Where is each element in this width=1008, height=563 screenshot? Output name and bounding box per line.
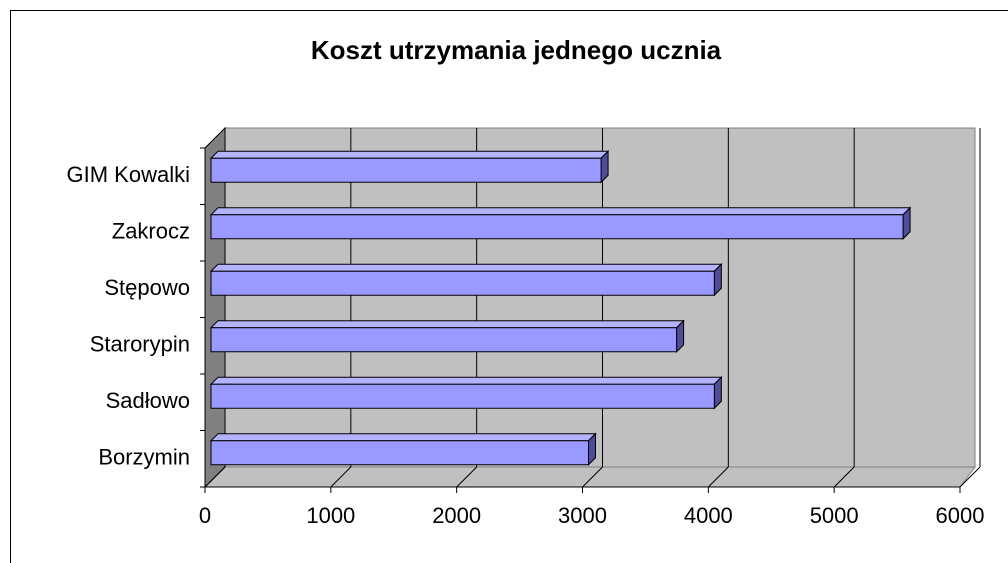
y-tick-label: GIM Kowalki (67, 162, 190, 187)
y-tick-label: Starorypin (90, 332, 190, 357)
x-tick-label: 5000 (810, 503, 859, 528)
bar-top (209, 207, 912, 216)
grid-line (833, 466, 855, 488)
bar (210, 327, 678, 353)
grid-line (204, 466, 226, 488)
grid-line (959, 466, 981, 488)
grid-line (330, 466, 352, 488)
y-tick-label: Borzymin (98, 445, 190, 470)
bar-top (209, 376, 723, 385)
floor (203, 466, 976, 488)
bar (210, 383, 715, 409)
y-tick-label: Zakrocz (112, 219, 190, 244)
bar-top (209, 263, 723, 272)
x-tick-label: 3000 (558, 503, 607, 528)
x-tick-label: 4000 (684, 503, 733, 528)
x-tick-label: 2000 (432, 503, 481, 528)
grid-line (456, 466, 478, 488)
x-tick-label: 6000 (936, 503, 985, 528)
chart-title: Koszt utrzymania jednego ucznia (311, 35, 722, 65)
bar (210, 157, 602, 183)
bar (210, 214, 904, 240)
grid-line (582, 466, 603, 488)
bar-top (209, 320, 685, 329)
x-tick-label: 1000 (306, 503, 355, 528)
plot: 0 1000 2000 3000 4000 5000 6000 Borzymin Sadłowo… (67, 128, 985, 528)
bar (210, 440, 589, 466)
y-tick-label: Stępowo (104, 275, 190, 300)
bar (210, 270, 715, 296)
grid-line (707, 466, 729, 488)
bar-top (209, 433, 597, 442)
y-tick-label: Sadłowo (106, 388, 190, 413)
x-tick-label: 0 (199, 503, 211, 528)
bar-top (209, 150, 610, 159)
